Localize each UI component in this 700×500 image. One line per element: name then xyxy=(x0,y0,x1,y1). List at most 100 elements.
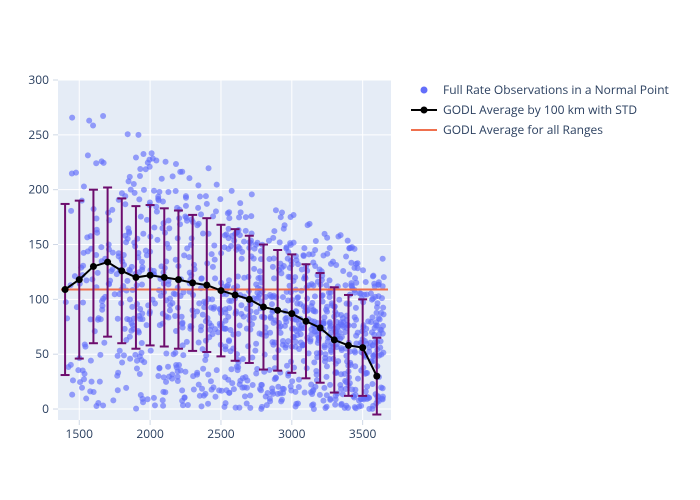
scatter-point xyxy=(123,239,129,245)
legend: Full Rate Observations in a Normal Point… xyxy=(411,81,669,138)
scatter-point xyxy=(167,302,173,308)
scatter-point xyxy=(250,382,256,388)
scatter-point xyxy=(216,387,222,393)
scatter-point xyxy=(210,264,216,270)
scatter-point xyxy=(90,123,96,129)
scatter-point xyxy=(204,201,210,207)
scatter-point xyxy=(133,406,139,412)
legend-item[interactable]: GODL Average by 100 km with STD xyxy=(411,101,637,118)
scatter-point xyxy=(228,243,234,249)
scatter-point xyxy=(272,376,278,382)
scatter-point xyxy=(368,319,374,325)
scatter-point xyxy=(86,118,92,124)
scatter-point xyxy=(196,221,202,227)
scatter-point xyxy=(127,296,133,302)
scatter-point xyxy=(101,340,107,346)
scatter-point xyxy=(119,360,125,366)
scatter-point xyxy=(203,193,209,199)
scatter-point xyxy=(241,239,247,245)
scatter-point xyxy=(222,326,228,332)
scatter-point xyxy=(366,406,372,412)
scatter-point xyxy=(226,215,232,221)
scatter-point xyxy=(89,276,95,282)
scatter-point xyxy=(244,377,250,383)
scatter-point xyxy=(222,346,228,352)
scatter-point xyxy=(311,359,317,365)
scatter-point xyxy=(205,372,211,378)
scatter-point xyxy=(149,150,155,156)
legend-item[interactable]: GODL Average for all Ranges xyxy=(411,121,603,138)
scatter-point xyxy=(80,299,86,305)
x-tick-label: 2500 xyxy=(207,425,235,442)
scatter-point xyxy=(277,390,283,396)
legend-item[interactable]: Full Rate Observations in a Normal Point xyxy=(421,81,669,98)
scatter-point xyxy=(292,274,298,280)
scatter-point xyxy=(352,314,358,320)
scatter-point xyxy=(378,385,384,391)
scatter-point xyxy=(251,266,257,272)
scatter-point xyxy=(179,387,185,393)
scatter-point xyxy=(83,277,89,283)
scatter-point xyxy=(140,231,146,237)
scatter-point xyxy=(186,175,192,181)
scatter-point xyxy=(212,394,218,400)
scatter-point xyxy=(226,338,232,344)
scatter-point xyxy=(79,385,85,391)
scatter-point xyxy=(309,281,315,287)
scatter-point xyxy=(345,238,351,244)
scatter-point xyxy=(199,403,205,409)
scatter-point xyxy=(363,326,369,332)
scatter-point xyxy=(110,250,116,256)
scatter-point xyxy=(364,370,370,376)
scatter-point xyxy=(137,316,143,322)
y-tick-label: 0 xyxy=(42,400,49,417)
scatter-point xyxy=(296,377,302,383)
scatter-point xyxy=(247,393,253,399)
scatter-point xyxy=(285,338,291,344)
scatter-point xyxy=(159,176,165,182)
scatter-point xyxy=(375,300,381,306)
scatter-point xyxy=(135,132,141,138)
scatter-point xyxy=(173,188,179,194)
scatter-point xyxy=(351,323,357,329)
scatter-point xyxy=(196,382,202,388)
scatter-point xyxy=(229,188,235,194)
scatter-point xyxy=(333,262,339,268)
avg-marker xyxy=(104,259,111,266)
scatter-point xyxy=(239,256,245,262)
scatter-point xyxy=(160,199,166,205)
scatter-point xyxy=(269,301,275,307)
scatter-point xyxy=(271,255,277,261)
scatter-point xyxy=(238,311,244,317)
scatter-point xyxy=(309,300,315,306)
scatter-point xyxy=(200,230,206,236)
scatter-point xyxy=(340,268,346,274)
y-tick-label: 200 xyxy=(28,181,49,198)
scatter-point xyxy=(68,362,74,368)
legend-avgline-marker-icon xyxy=(421,107,428,114)
scatter-point xyxy=(305,222,311,228)
scatter-point xyxy=(147,164,153,170)
scatter-point xyxy=(161,374,167,380)
scatter-point xyxy=(190,373,196,379)
scatter-point xyxy=(358,396,364,402)
scatter-point xyxy=(139,281,145,287)
y-tick-label: 250 xyxy=(28,126,49,143)
scatter-point xyxy=(77,379,83,385)
scatter-point xyxy=(93,160,99,166)
scatter-point xyxy=(205,401,211,407)
scatter-point xyxy=(352,275,358,281)
avg-marker xyxy=(76,276,83,283)
scatter-point xyxy=(145,396,151,402)
scatter-point xyxy=(126,178,132,184)
scatter-point xyxy=(223,400,229,406)
scatter-point xyxy=(84,234,90,240)
scatter-point xyxy=(152,300,158,306)
scatter-point xyxy=(364,384,370,390)
scatter-point xyxy=(355,376,361,382)
scatter-point xyxy=(289,378,295,384)
scatter-point xyxy=(134,366,140,372)
scatter-point xyxy=(213,208,219,214)
scatter-point xyxy=(95,317,101,323)
scatter-point xyxy=(236,405,242,411)
